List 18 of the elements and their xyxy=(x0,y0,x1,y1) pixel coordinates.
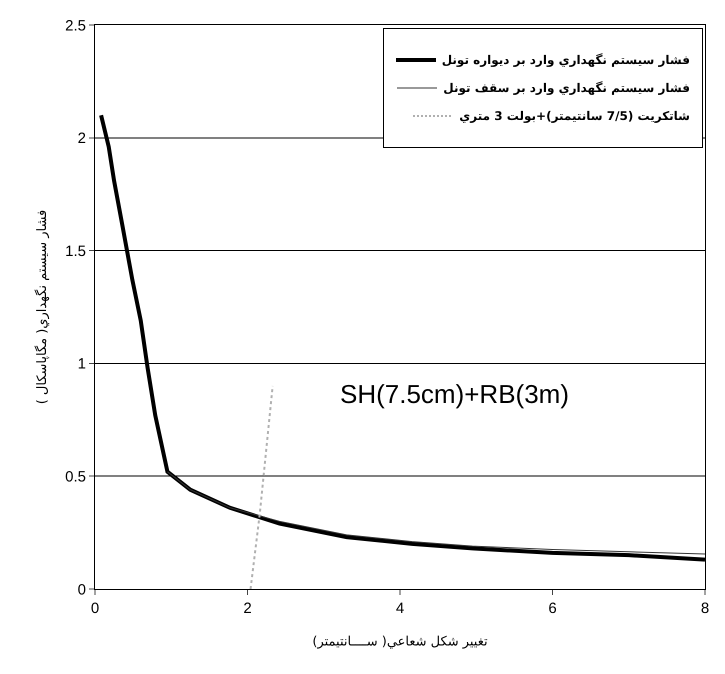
annotation: SH(7.5cm)+RB(3m) xyxy=(340,379,569,409)
x-tick-label: 0 xyxy=(90,600,100,617)
line-series xyxy=(166,471,705,555)
legend-label: فشار سيستم نگهداري وارد بر ديواره تونل xyxy=(442,53,690,67)
y-tick-label: 0 xyxy=(78,581,86,598)
legend-label: فشار سيستم نگهداري وارد بر سقف تونل xyxy=(443,81,690,95)
y-tick-label: 1.5 xyxy=(65,242,86,260)
y-axis-title: فشار سيستم نگهداري( مگاپاسكال ) xyxy=(34,210,50,404)
x-tick-label: 2 xyxy=(243,600,252,617)
x-axis-title: تغيير شكل شعاعي( ســــانتيمتر) xyxy=(312,634,488,650)
x-tick-label: 6 xyxy=(548,600,557,617)
y-tick-label: 0.5 xyxy=(65,468,86,486)
x-tick-label: 8 xyxy=(700,600,710,617)
legend-label: شاتكريت (7/5 سانتيمتر)+بولت 3 متري xyxy=(459,109,690,123)
y-tick-label: 2.5 xyxy=(65,17,86,34)
y-tick-label: 1 xyxy=(78,356,86,373)
x-tick-label: 4 xyxy=(396,600,404,617)
y-tick-label: 2 xyxy=(78,130,86,148)
